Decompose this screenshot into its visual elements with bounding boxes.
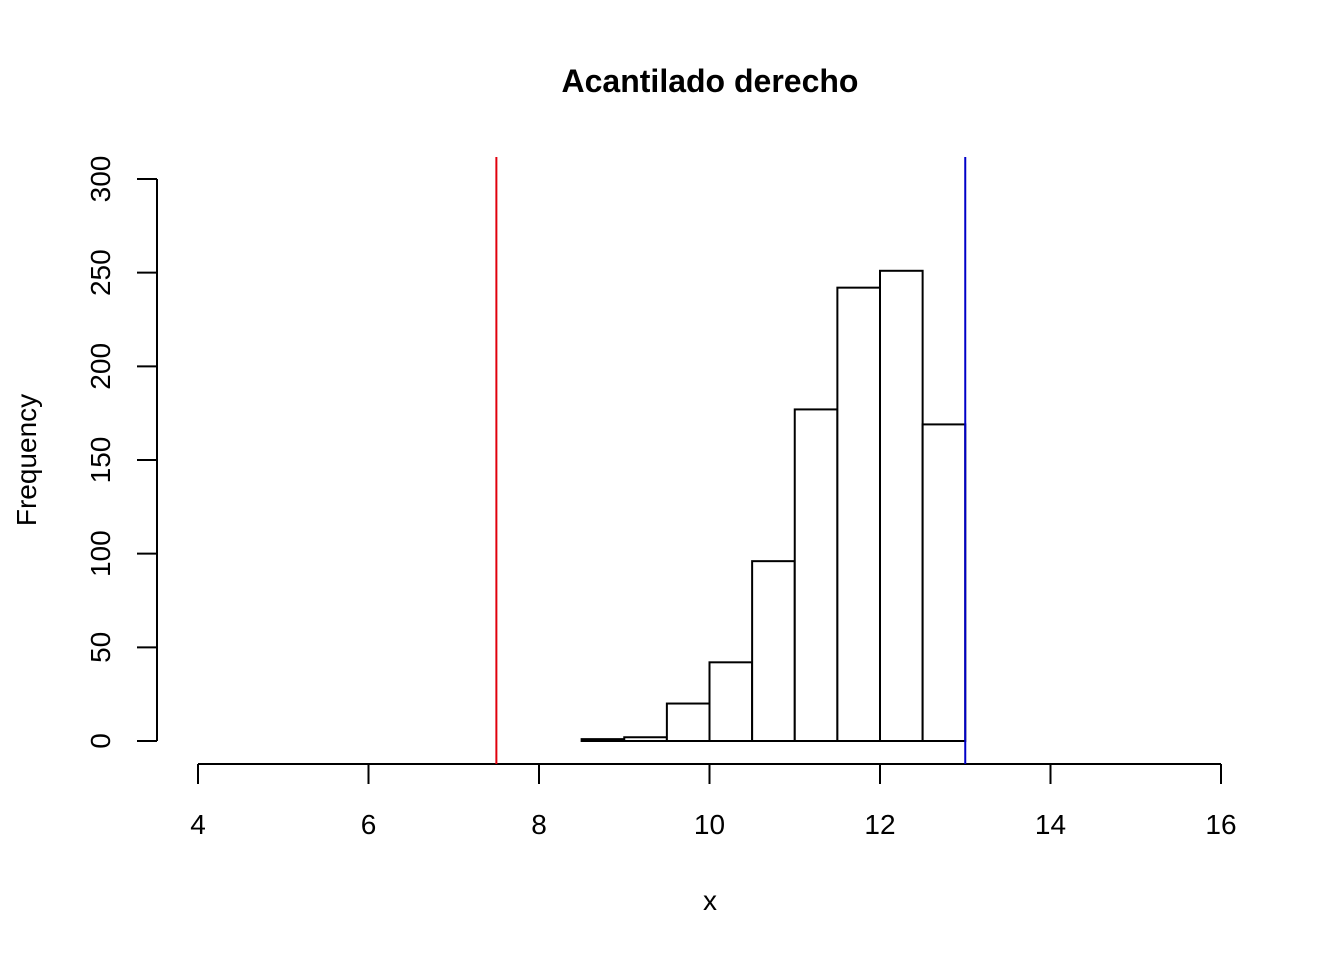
histogram-bar (879, 269, 924, 742)
y-tick-label: 300 (85, 156, 116, 203)
histogram-bar (921, 423, 967, 742)
x-tick-label: 10 (694, 809, 725, 840)
y-tick-label: 50 (85, 632, 116, 663)
y-axis: 0 50 100 150 200 250 300 (85, 156, 158, 749)
reference-lines (495, 157, 967, 764)
x-axis-label: x (703, 885, 717, 916)
histogram-bar (580, 738, 626, 742)
y-tick-label: 100 (85, 530, 116, 577)
x-tick-label: 4 (190, 809, 206, 840)
x-tick-label: 16 (1205, 809, 1236, 840)
y-tick-label: 200 (85, 343, 116, 390)
chart-title: Acantilado derecho (562, 63, 859, 99)
histogram-bars (580, 269, 967, 743)
x-tick-label: 6 (361, 809, 377, 840)
y-tick-label: 0 (85, 733, 116, 749)
y-axis-label: Frequency (11, 394, 42, 526)
histogram-bar (623, 736, 668, 743)
y-tick-label: 250 (85, 249, 116, 296)
histogram-bar (836, 286, 881, 742)
histogram-bar (708, 661, 754, 743)
histogram-bar (793, 408, 839, 742)
x-tick-label: 12 (864, 809, 895, 840)
histogram-bar (751, 560, 796, 742)
x-tick-label: 8 (531, 809, 547, 840)
x-tick-label: 14 (1035, 809, 1066, 840)
y-tick-label: 150 (85, 437, 116, 484)
x-axis: 4 6 8 10 12 14 16 (190, 763, 1237, 840)
histogram-bar (665, 702, 711, 742)
